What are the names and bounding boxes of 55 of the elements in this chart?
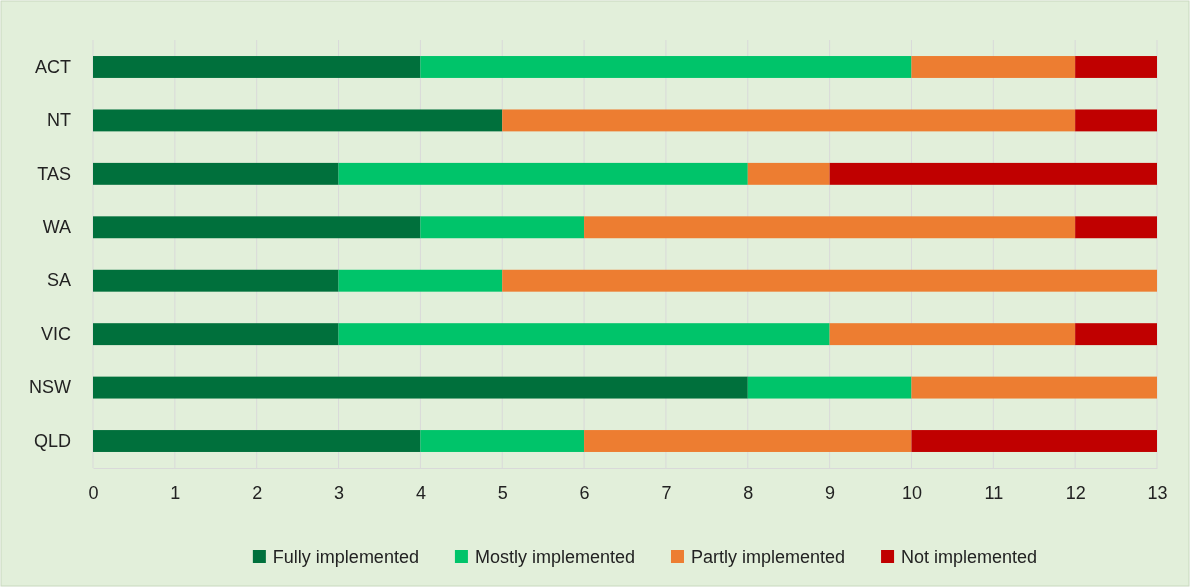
bar [747,376,912,399]
x-tick-label: 8 [743,482,754,503]
y-tick-label: QLD [33,430,71,451]
x-tick-label: 2 [252,482,263,503]
bar [829,162,1157,185]
bar [502,269,1157,292]
x-tick-label: 10 [901,482,922,503]
bar [420,56,912,78]
bar [338,162,748,185]
bar [93,269,339,292]
bar [93,323,339,346]
legend-label: Mostly implemented [474,547,635,568]
bar [1075,323,1157,346]
bar [584,430,912,452]
x-tick-label: 3 [334,482,345,503]
bar [93,56,421,78]
bar [93,376,748,399]
bar [584,216,1076,239]
bar [93,109,503,132]
bar [420,216,585,239]
bar [911,376,1157,399]
bar [1075,216,1157,239]
y-tick-label: SA [46,270,71,291]
x-tick-label: 1 [170,482,181,503]
y-tick-label: WA [42,217,71,238]
bar [1075,109,1157,132]
legend-label: Fully implemented [272,547,419,568]
y-tick-label: ACT [35,56,71,77]
y-tick-label: TAS [37,163,71,184]
legend-label: Partly implemented [690,547,846,568]
x-tick-label: 12 [1065,482,1086,503]
y-tick-label: VIC [40,323,71,344]
bar [829,323,1076,346]
x-tick-label: 9 [825,482,836,503]
bar [747,162,830,185]
bar [502,109,1076,132]
x-tick-label: 0 [88,482,99,503]
bar [911,56,1076,78]
bar [93,216,421,239]
x-tick-label: 5 [497,482,508,503]
bar [911,430,1157,452]
bar [420,430,585,452]
x-tick-label: 7 [661,482,672,503]
bar [338,269,503,292]
bar [338,323,830,346]
x-tick-label: 4 [415,482,426,503]
x-tick-label: 11 [984,482,1004,503]
x-tick-label: 6 [579,482,590,503]
bar [93,430,421,452]
x-tick-label: 13 [1147,482,1168,503]
y-tick-label: NSW [29,377,71,398]
bar [93,162,339,185]
bar [1075,56,1157,78]
legend-label: Not implemented [901,547,1038,568]
y-tick-label: NT [47,110,71,131]
